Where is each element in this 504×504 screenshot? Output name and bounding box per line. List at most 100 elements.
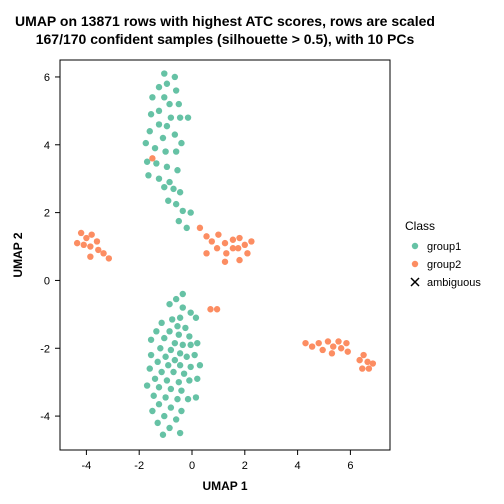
point-group2 xyxy=(360,352,366,358)
point-group1 xyxy=(174,396,180,402)
point-group2 xyxy=(87,243,93,249)
point-group2 xyxy=(197,225,203,231)
point-group1 xyxy=(186,333,192,339)
point-group2 xyxy=(329,350,335,356)
point-group1 xyxy=(194,376,200,382)
point-group2 xyxy=(222,240,228,246)
point-group1 xyxy=(173,201,179,207)
point-group1 xyxy=(180,291,186,297)
point-group1 xyxy=(172,340,178,346)
point-group2 xyxy=(335,338,341,344)
point-group1 xyxy=(168,114,174,120)
point-group1 xyxy=(156,84,162,90)
point-group1 xyxy=(180,342,186,348)
point-group1 xyxy=(177,114,183,120)
point-group1 xyxy=(177,189,183,195)
point-group1 xyxy=(186,377,192,383)
title-line-2: 167/170 confident samples (silhouette > … xyxy=(36,31,415,47)
point-group1 xyxy=(158,369,164,375)
point-group1 xyxy=(177,362,183,368)
point-group1 xyxy=(169,316,175,322)
point-group2 xyxy=(370,360,376,366)
point-group2 xyxy=(319,347,325,353)
point-group1 xyxy=(197,362,203,368)
point-group1 xyxy=(173,416,179,422)
point-group1 xyxy=(164,377,170,383)
point-group2 xyxy=(100,250,106,256)
point-group1 xyxy=(176,218,182,224)
point-group1 xyxy=(143,140,149,146)
point-group1 xyxy=(172,74,178,80)
point-group1 xyxy=(182,325,188,331)
point-group1 xyxy=(166,301,172,307)
point-group1 xyxy=(178,387,184,393)
x-tick-label: 2 xyxy=(242,460,248,472)
x-tick-label: 6 xyxy=(347,460,353,472)
point-group1 xyxy=(193,315,199,321)
point-group2 xyxy=(309,343,315,349)
point-group2 xyxy=(74,240,80,246)
point-group1 xyxy=(185,114,191,120)
point-group2 xyxy=(230,237,236,243)
point-group1 xyxy=(187,364,193,370)
point-group1 xyxy=(164,123,170,129)
point-group1 xyxy=(193,394,199,400)
point-group1 xyxy=(168,347,174,353)
point-group1 xyxy=(162,394,168,400)
point-group1 xyxy=(161,70,167,76)
point-group1 xyxy=(180,304,186,310)
point-group1 xyxy=(145,172,151,178)
point-group1 xyxy=(194,340,200,346)
point-group1 xyxy=(158,320,164,326)
point-group1 xyxy=(144,382,150,388)
point-group2 xyxy=(81,242,87,248)
point-group1 xyxy=(176,101,182,107)
y-tick-label: -2 xyxy=(40,343,50,355)
point-group1 xyxy=(149,408,155,414)
y-tick-label: 4 xyxy=(44,140,50,152)
point-group1 xyxy=(173,148,179,154)
point-group2 xyxy=(366,365,372,371)
point-group1 xyxy=(174,323,180,329)
point-group2 xyxy=(338,345,344,351)
point-group1 xyxy=(161,335,167,341)
point-group1 xyxy=(176,379,182,385)
point-group2 xyxy=(244,250,250,256)
point-group2 xyxy=(242,242,248,248)
point-group2 xyxy=(248,238,254,244)
x-tick-label: 4 xyxy=(295,460,301,472)
point-group1 xyxy=(151,393,157,399)
point-group2 xyxy=(330,343,336,349)
point-group2 xyxy=(94,238,100,244)
point-group1 xyxy=(160,432,166,438)
point-group1 xyxy=(148,337,154,343)
point-group1 xyxy=(191,352,197,358)
point-group2 xyxy=(214,306,220,312)
point-group2 xyxy=(359,365,365,371)
x-tick-label: 0 xyxy=(189,460,195,472)
point-group1 xyxy=(180,208,186,214)
point-group1 xyxy=(154,359,160,365)
point-group1 xyxy=(181,370,187,376)
point-group1 xyxy=(176,331,182,337)
point-group2 xyxy=(207,306,213,312)
point-group1 xyxy=(149,94,155,100)
point-group1 xyxy=(156,121,162,127)
point-group1 xyxy=(153,328,159,334)
point-group2 xyxy=(203,233,209,239)
point-group1 xyxy=(165,362,171,368)
point-group1 xyxy=(172,357,178,363)
y-axis-label: UMAP 2 xyxy=(11,232,25,277)
point-group2 xyxy=(214,245,220,251)
y-tick-label: 6 xyxy=(44,72,50,84)
point-group1 xyxy=(184,225,190,231)
point-group1 xyxy=(162,354,168,360)
point-group1 xyxy=(178,408,184,414)
point-group1 xyxy=(177,315,183,321)
point-group2 xyxy=(302,340,308,346)
point-group1 xyxy=(166,328,172,334)
point-group1 xyxy=(173,296,179,302)
point-group2 xyxy=(215,231,221,237)
point-group1 xyxy=(164,81,170,87)
point-group1 xyxy=(178,140,184,146)
